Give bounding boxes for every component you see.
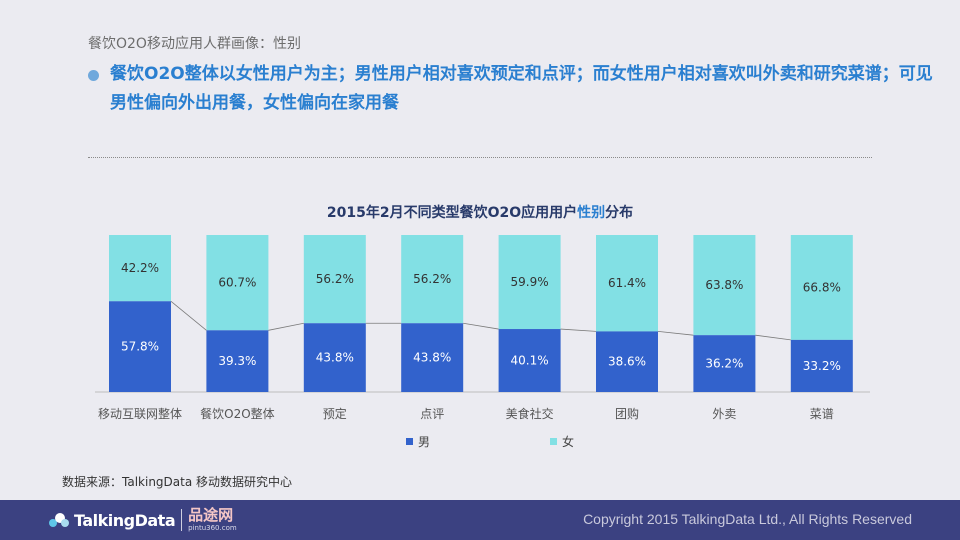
data-label-female: 66.8% [803,280,841,294]
chart-title-highlight: 性别 [577,205,606,221]
data-label-female: 60.7% [218,276,256,290]
data-label-male: 39.3% [218,354,256,368]
bar-male [596,331,658,392]
bar-male [693,335,756,392]
chart-title-suffix: 分布 [605,205,634,221]
data-label-female: 56.2% [413,272,451,286]
bar-female [303,235,366,324]
data-label-female: 56.2% [316,272,354,286]
series-connector-line [657,331,694,336]
footer-bar [0,500,960,540]
chart-title-prefix: 2015年2月不同类型餐饮O2O应用用户 [326,205,578,221]
category-label: 预定 [323,406,347,421]
data-label-male: 43.8% [316,351,354,365]
bar-male [109,301,171,392]
headline: 餐饮O2O整体以女性用户为主；男性用户相对喜欢预定和点评；而女性用户相对喜欢叫外… [110,64,933,113]
series-connector-line [268,322,304,331]
bar-female [693,235,756,336]
bullet-dot-icon [88,70,99,81]
bar-male [401,323,464,392]
dotted-divider [88,157,872,158]
data-label-male: 33.2% [803,359,841,373]
data-label-female: 63.8% [705,278,743,292]
breadcrumb: 餐饮O2O移动应用人群画像：性别 [88,36,301,52]
bar-female [790,235,853,340]
series-connector-line [463,322,499,330]
talkingdata-logo-icon [49,513,69,527]
category-label: 移动互联网整体 [98,406,182,421]
bar-male [303,323,366,392]
legend-label-male: 男 [418,435,430,449]
talkingdata-logo-text: TalkingData [74,510,176,530]
bar-female [401,235,464,324]
partner-logo-url: pintu360.com [188,524,237,532]
category-label: 团购 [615,406,639,421]
category-label: 点评 [420,407,444,421]
legend-swatch-male [406,438,413,445]
bar-female [109,235,171,302]
category-label: 美食社交 [506,406,554,421]
data-label-male: 36.2% [705,357,743,371]
bar-male [498,329,561,392]
legend-label-female: 女 [562,434,574,449]
bar-male [790,339,853,392]
bar-male [206,330,269,392]
partner-logo-name: 品途网 [188,506,234,524]
category-label: 外卖 [712,407,736,421]
chart-title: 2015年2月不同类型餐饮O2O应用用户性别分布 [0,202,960,222]
data-source: 数据来源：TalkingData 移动数据研究中心 [62,475,293,489]
bar-female [596,235,658,332]
footer-logos: TalkingData 品途网 pintu360.com [48,508,237,532]
bar-female [206,235,269,331]
series-connector-line [560,328,597,332]
bar-female [498,235,561,330]
series-connector-line [755,334,791,341]
category-label: 餐饮O2O整体 [200,406,275,421]
category-label: 菜谱 [810,407,834,421]
logo-separator [181,509,183,531]
data-label-male: 43.8% [413,351,451,365]
data-label-male: 38.6% [608,355,646,369]
series-connector-line [170,300,207,331]
data-label-female: 61.4% [608,276,646,290]
data-label-male: 40.1% [511,354,549,368]
data-label-male: 57.8% [121,340,159,354]
copyright: Copyright 2015 TalkingData Ltd., All Rig… [583,511,912,527]
data-label-female: 42.2% [121,261,159,275]
data-label-female: 59.9% [511,275,549,289]
partner-logo: 品途网 pintu360.com [188,508,237,532]
legend-swatch-female [550,438,557,445]
